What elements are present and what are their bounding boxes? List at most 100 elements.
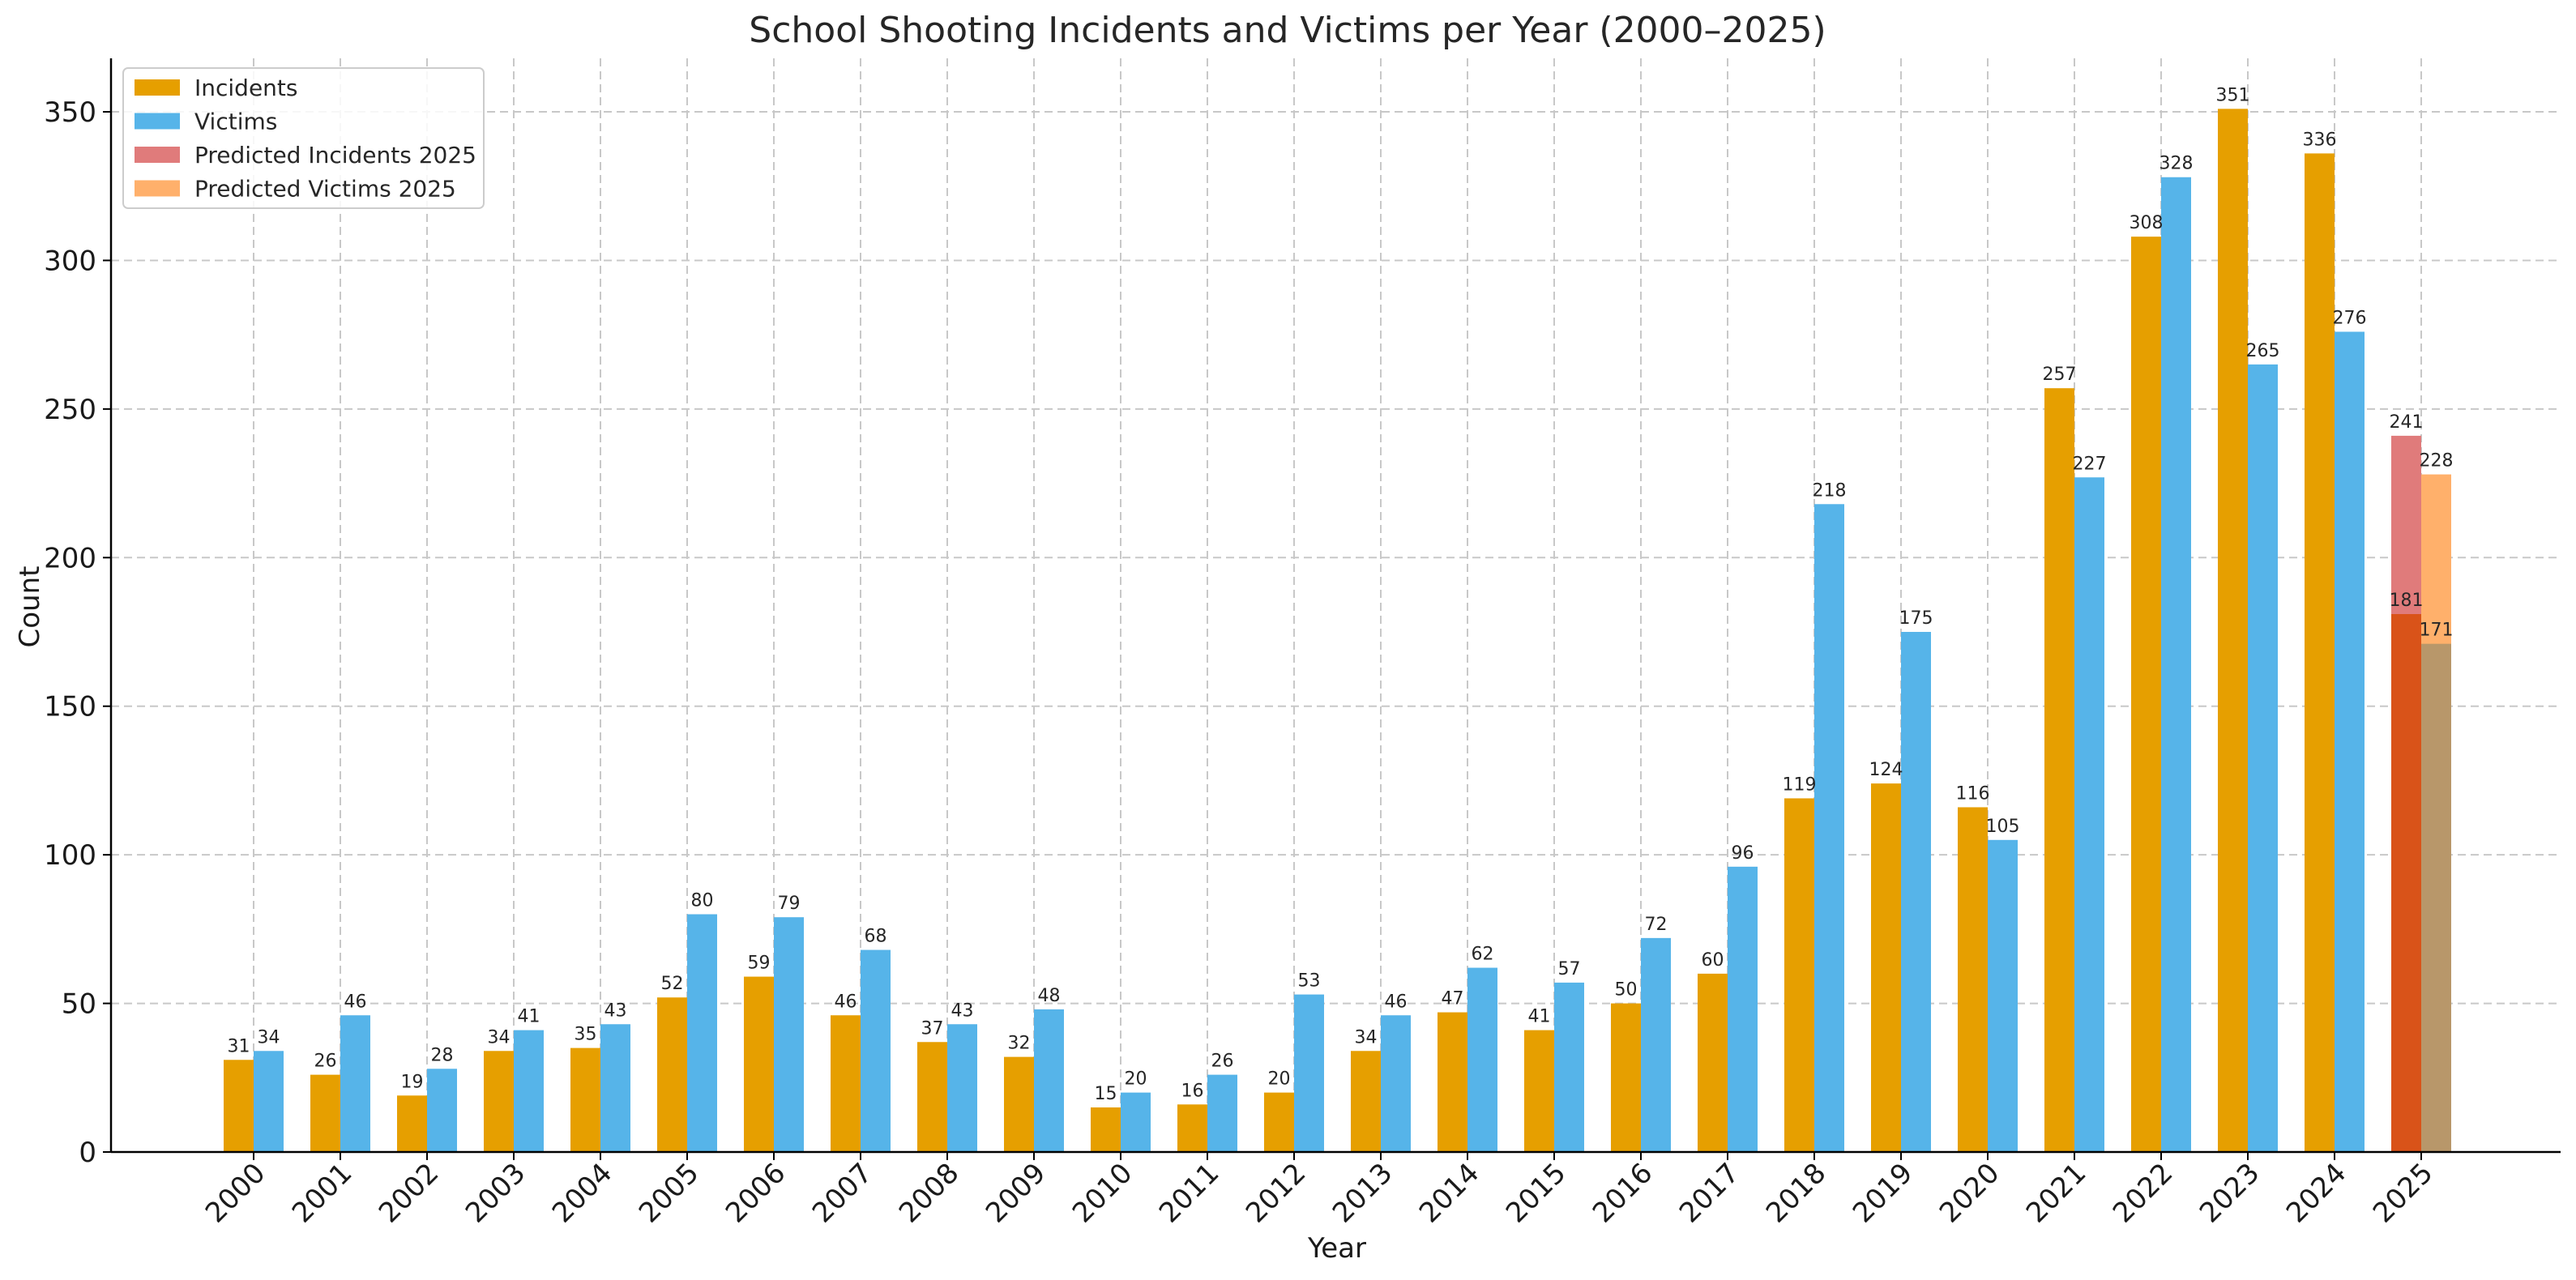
incidents-bar-label: 60 [1702, 950, 1724, 971]
legend-label: Victims [194, 109, 277, 135]
y-tick-label: 150 [44, 691, 96, 723]
incidents-bar-label: 35 [575, 1025, 597, 1045]
incidents-bar-2010 [1091, 1107, 1121, 1152]
incidents-bar-2013 [1351, 1051, 1381, 1152]
incidents-bar-label: 15 [1095, 1084, 1117, 1104]
incidents-bar-2002 [397, 1095, 427, 1152]
incidents-bar-label: 26 [314, 1052, 337, 1072]
x-tick-label: 2009 [980, 1157, 1052, 1229]
legend-box [122, 67, 485, 209]
incidents-bar-2024 [2305, 153, 2335, 1152]
incidents-bar-label: 34 [1355, 1027, 1378, 1047]
incidents-bar-2003 [484, 1051, 514, 1152]
x-tick-label: 2003 [459, 1157, 532, 1229]
victims-bar-label: 53 [1298, 971, 1321, 992]
bar-labels: 241 228 31 26 19 34 35 52 59 46 37 32 15 16 20 34 47 41 50… [228, 85, 2454, 1104]
victims-bar-2000 [254, 1051, 284, 1152]
victims-bar-2006 [774, 917, 804, 1152]
x-tick-label: 2010 [1066, 1157, 1138, 1229]
victims-bar-label: 41 [518, 1007, 540, 1027]
victims-bar-2011 [1207, 1074, 1237, 1152]
victims-bar-2014 [1467, 967, 1497, 1152]
victims-bar-label: 96 [1732, 843, 1754, 864]
y-tick-label: 250 [44, 394, 96, 426]
x-tick-label: 2014 [1413, 1157, 1485, 1229]
incidents-bar-label: 119 [1783, 774, 1817, 795]
victims-bar-2024 [2335, 331, 2365, 1152]
incidents-bar-label: 41 [1528, 1007, 1551, 1027]
bars [224, 109, 2451, 1153]
incidents-bar-2001 [310, 1074, 340, 1152]
legend-swatch [135, 180, 180, 197]
incidents-bar-2020 [1958, 807, 1988, 1152]
incidents-bar-2015 [1524, 1030, 1554, 1152]
victims-bar-2022 [2161, 177, 2191, 1152]
incidents-bar-label: 59 [748, 954, 771, 974]
victims-bar-label: 79 [778, 894, 801, 914]
incidents-bar-2007 [831, 1015, 861, 1152]
victims-bar-2004 [600, 1024, 630, 1152]
x-tick-label: 2023 [2194, 1157, 2266, 1229]
incidents-bar-label: 46 [835, 992, 857, 1012]
x-tick-label: 2000 [199, 1157, 271, 1229]
victims-bar-label: 227 [2073, 454, 2107, 474]
victims-bar-2021 [2074, 477, 2104, 1152]
legend-label: Predicted Victims 2025 [194, 176, 456, 203]
victims-bar-label: 20 [1125, 1069, 1147, 1090]
victims-bar-2013 [1381, 1015, 1411, 1152]
incidents-bar-2022 [2131, 237, 2161, 1153]
x-tick-label: 2012 [1240, 1157, 1312, 1229]
incidents-bar-label: 257 [2043, 365, 2077, 385]
predicted-bar-label: 228 [2420, 451, 2454, 471]
incidents-bar-label: 19 [401, 1072, 424, 1092]
x-axis-title: Year [1307, 1232, 1366, 1265]
incidents-bar-label: 50 [1615, 980, 1638, 1001]
y-axis-title: Count [14, 566, 46, 648]
victims-bar-label: 28 [431, 1045, 454, 1065]
victims-bar-2003 [514, 1030, 544, 1152]
victims-bar-label: 68 [865, 927, 887, 947]
incidents-bar-2021 [2044, 388, 2074, 1153]
incidents-bar-2005 [657, 997, 687, 1152]
victims-bar-2009 [1034, 1009, 1064, 1152]
incidents-bar-2000 [224, 1060, 254, 1152]
y-tick-label: 100 [44, 839, 96, 872]
incidents-bar-2025 [2391, 614, 2421, 1152]
x-tick-label: 2017 [1673, 1157, 1745, 1229]
incidents-bar-2008 [917, 1042, 947, 1152]
x-tick-label: 2013 [1326, 1157, 1399, 1229]
x-tick-label: 2020 [1933, 1157, 2006, 1229]
x-tick-label: 2015 [1500, 1157, 1572, 1229]
incidents-bar-2016 [1611, 1003, 1641, 1152]
incidents-bar-2018 [1784, 798, 1814, 1152]
x-tick-label: 2011 [1153, 1157, 1225, 1229]
incidents-bar-label: 31 [228, 1036, 250, 1056]
victims-bar-2005 [687, 914, 717, 1152]
x-tick-label: 2016 [1587, 1157, 1659, 1229]
incidents-bar-2019 [1871, 783, 1901, 1152]
incidents-bar-label: 124 [1869, 760, 1903, 780]
victims-bar-label: 62 [1472, 945, 1494, 965]
x-tick-label: 2021 [2020, 1157, 2092, 1229]
victims-bar-label: 57 [1558, 959, 1581, 979]
incidents-bar-2017 [1698, 973, 1728, 1152]
victims-bar-2007 [861, 949, 891, 1152]
incidents-bar-label: 336 [2303, 130, 2337, 150]
legend-swatch [135, 113, 180, 130]
y-tick-label: 50 [62, 988, 96, 1021]
victims-bar-label: 48 [1038, 986, 1061, 1006]
incidents-bar-label: 16 [1181, 1081, 1204, 1101]
victims-bar-label: 43 [951, 1001, 974, 1021]
victims-bar-label: 171 [2420, 621, 2454, 641]
y-tick-label: 300 [44, 245, 96, 277]
incidents-bar-label: 20 [1268, 1069, 1291, 1090]
incidents-bar-label: 47 [1442, 989, 1464, 1009]
incidents-bar-2014 [1438, 1012, 1467, 1152]
victims-bar-2001 [340, 1015, 370, 1152]
incidents-bar-label: 181 [2390, 591, 2424, 611]
victims-bar-label: 80 [691, 891, 714, 911]
victims-bar-2023 [2248, 364, 2278, 1152]
victims-bar-2008 [947, 1024, 977, 1152]
